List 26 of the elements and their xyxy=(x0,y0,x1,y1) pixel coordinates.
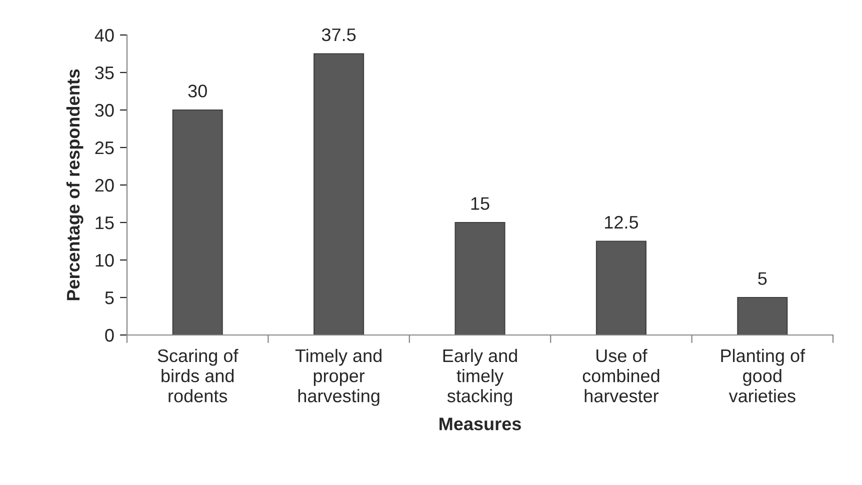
y-tick-label: 20 xyxy=(95,178,114,192)
y-tick-label: 10 xyxy=(96,254,114,267)
y-tick-label: 0 xyxy=(105,328,114,342)
x-tick-label: Scaring of birds and rodents xyxy=(158,348,238,402)
y-tick-label: 40 xyxy=(94,28,114,42)
data-label: 30 xyxy=(188,84,207,98)
data-label: 12.5 xyxy=(605,216,638,229)
x-tick-label: Early and timely stacking xyxy=(443,348,517,406)
data-label: 15 xyxy=(471,197,490,210)
bar xyxy=(737,296,788,335)
y-tick-label: 5 xyxy=(105,292,114,304)
y-tick-label: 15 xyxy=(96,216,114,230)
x-tick-label: Timely and proper harvesting xyxy=(295,348,382,406)
data-label: 37.5 xyxy=(322,28,356,42)
bar xyxy=(172,109,223,335)
y-tick-label: 30 xyxy=(95,104,114,117)
y-tick-label: 25 xyxy=(95,141,114,154)
bar xyxy=(454,222,506,335)
y-tick-label: 35 xyxy=(95,66,114,80)
bar xyxy=(314,53,364,335)
y-axis-title: Percentage of respondents xyxy=(66,69,84,300)
x-tick-label: Planting of good varieties xyxy=(721,348,806,402)
x-tick-label: Use of combined harvester xyxy=(582,348,660,402)
bar xyxy=(596,240,646,335)
data-label: 5 xyxy=(758,272,767,285)
x-axis-title: Measures xyxy=(440,418,521,430)
